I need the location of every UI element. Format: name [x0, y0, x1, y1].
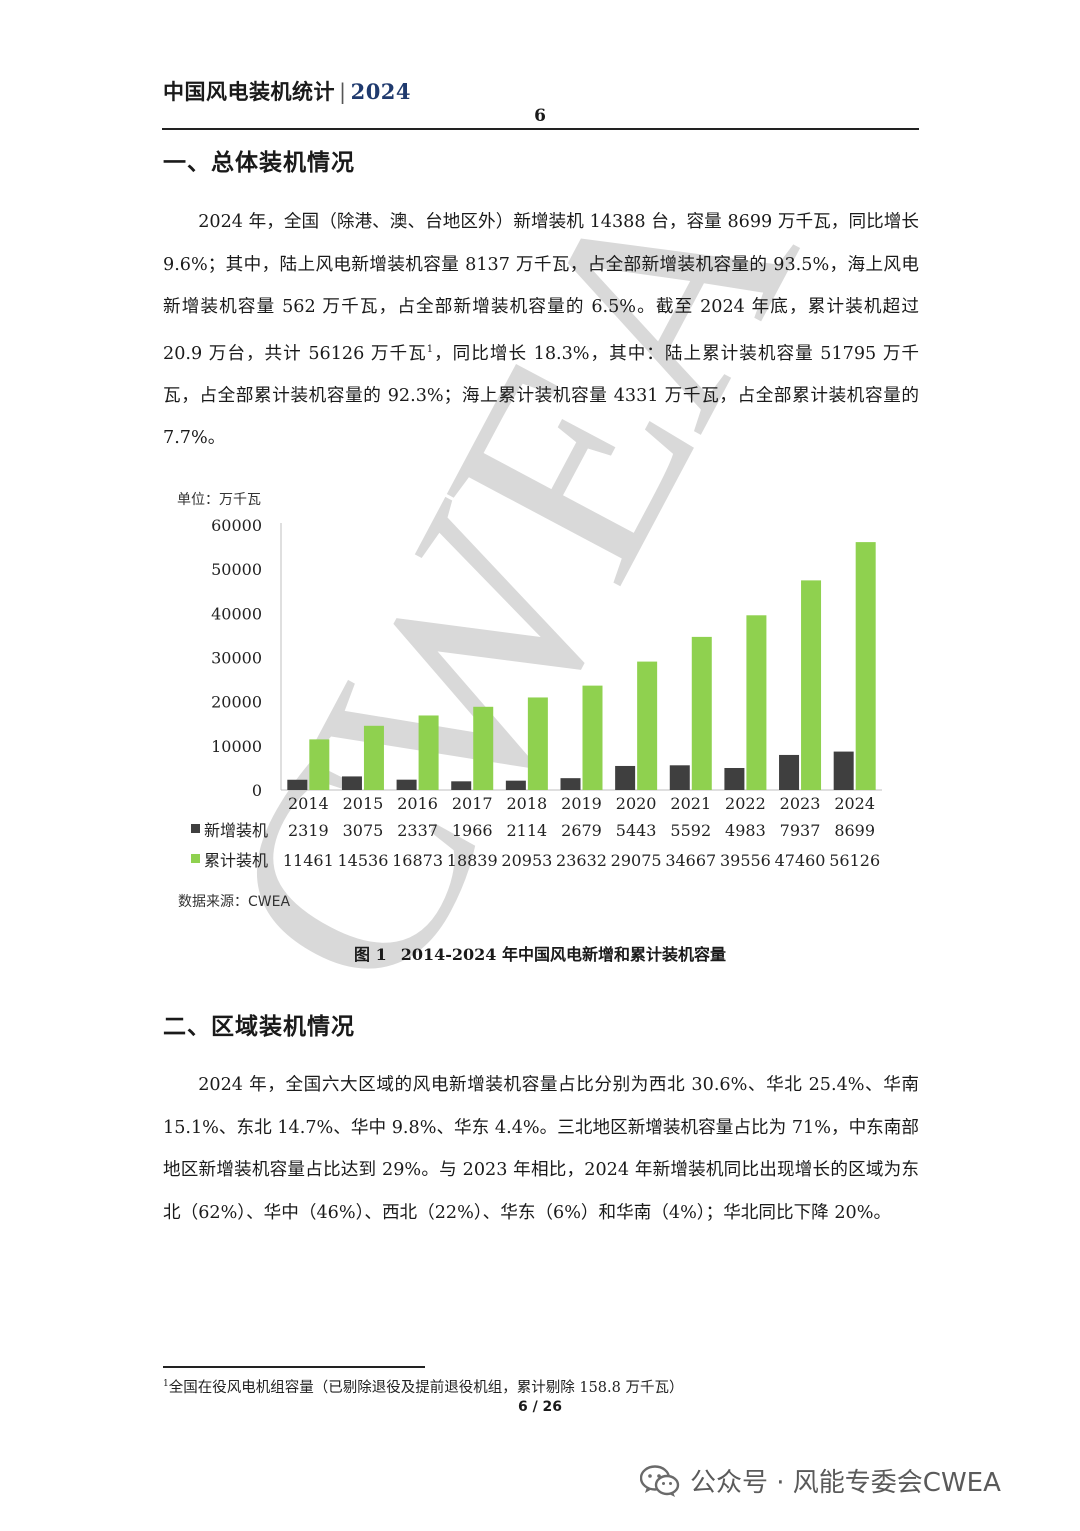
figure-source: 数据来源：CWEA	[178, 894, 291, 910]
wechat-banner[interactable]: 公众号 · 风能专委会CWEA	[640, 1462, 1001, 1499]
bar-cumulative	[801, 580, 822, 790]
section-heading-regional: 二、区域装机情况	[163, 1014, 355, 1040]
y-tick-label: 50000	[211, 560, 262, 579]
section1-paragraph: 2024 年，全国（除港、澳、台地区外）新增装机 14388 台，容量 8699…	[163, 201, 919, 460]
bar-new-installs	[779, 754, 800, 790]
section-heading-overall: 一、总体装机情况	[163, 150, 355, 176]
x-tick-label: 2023	[780, 794, 821, 813]
table-cell-cumulative: 11461	[283, 851, 334, 870]
y-tick-label: 20000	[211, 693, 262, 712]
y-tick-label: 30000	[211, 649, 262, 668]
table-cell-cumulative: 18839	[447, 851, 498, 870]
section1-text-part1: 2024 年，全国（除港、澳、台地区外）新增装机 14388 台，容量 8699…	[163, 212, 919, 364]
header-title-text: 中国风电装机统计	[163, 79, 335, 104]
installed-capacity-chart: 单位：万千瓦 0 10000 20000 30000 40000 50000 60000 201…	[160, 480, 920, 900]
x-tick-label: 2018	[507, 794, 548, 813]
table-cell-cumulative: 14536	[338, 851, 389, 870]
y-tick-label: 60000	[211, 516, 262, 535]
section2-paragraph: 2024 年，全国六大区域的风电新增装机容量占比分别为西北 30.6%、华北 2…	[163, 1064, 919, 1234]
bar-cumulative	[582, 685, 603, 790]
bar-cumulative	[637, 661, 658, 790]
section2-text: 2024 年，全国六大区域的风电新增装机容量占比分别为西北 30.6%、华北 2…	[163, 1075, 919, 1223]
document-header-title: 中国风电装机统计 | 2024	[163, 76, 411, 106]
bar-cumulative	[363, 725, 384, 790]
header-page-number: 6	[534, 106, 546, 126]
bar-cumulative	[418, 715, 439, 790]
bar-new-installs	[669, 765, 690, 790]
x-tick-label: 2016	[397, 794, 438, 813]
bar-new-installs	[505, 780, 526, 790]
table-cell-cumulative: 20953	[501, 851, 552, 870]
table-cell-new-installs: 2679	[561, 821, 602, 840]
legend-label-cumulative: 累计装机	[204, 851, 268, 870]
table-cell-cumulative: 23632	[556, 851, 607, 870]
footnote-divider	[163, 1366, 425, 1368]
table-cell-cumulative: 47460	[775, 851, 826, 870]
table-cell-new-installs: 1966	[452, 821, 493, 840]
header-year: 2024	[350, 79, 412, 104]
footnote-marker: 1	[163, 1379, 169, 1390]
table-cell-new-installs: 7937	[780, 821, 821, 840]
table-cell-cumulative: 29075	[611, 851, 662, 870]
table-cell-new-installs: 5592	[670, 821, 711, 840]
table-cell-new-installs: 5443	[616, 821, 657, 840]
legend-swatch-new-installs	[191, 824, 200, 833]
x-tick-label: 2020	[616, 794, 657, 813]
footnote-text: 全国在役风电机组容量（已剔除退役及提前退役机组，累计剔除 158.8 万千瓦）	[168, 1380, 684, 1396]
bar-cumulative	[527, 697, 548, 790]
x-tick-label: 2014	[288, 794, 329, 813]
chart-unit-label: 单位：万千瓦	[177, 492, 261, 508]
x-tick-label: 2022	[725, 794, 766, 813]
table-cell-cumulative: 16873	[392, 851, 443, 870]
y-tick-label: 10000	[211, 737, 262, 756]
table-cell-new-installs: 2114	[507, 821, 548, 840]
header-separator: |	[339, 80, 347, 104]
section1-text-part2: ，同比增长 18.3%，其中：陆上累计装机容量 51795 万千瓦，占全部累计装…	[163, 343, 920, 449]
bar-new-installs	[833, 751, 854, 790]
bar-new-installs	[615, 765, 636, 790]
x-tick-label: 2021	[670, 794, 711, 813]
chart-svg: 单位：万千瓦 0 10000 20000 30000 40000 50000 60000 201…	[177, 492, 882, 870]
page-indicator: 6 / 26	[517, 1399, 563, 1415]
figure-caption-number: 图 1	[354, 945, 387, 964]
bar-cumulative	[691, 636, 712, 790]
table-cell-new-installs: 4983	[725, 821, 766, 840]
x-tick-label: 2019	[561, 794, 602, 813]
table-cell-new-installs: 2337	[397, 821, 438, 840]
y-tick-label: 40000	[211, 604, 262, 623]
bar-cumulative	[309, 739, 330, 790]
legend-swatch-cumulative	[191, 854, 200, 863]
header-divider	[162, 128, 919, 130]
bar-new-installs	[396, 779, 417, 790]
table-cell-cumulative: 39556	[720, 851, 771, 870]
figure-caption: 图 1 2014-2024 年中国风电新增和累计装机容量	[0, 941, 1080, 965]
footnote: 1全国在役风电机组容量（已剔除退役及提前退役机组，累计剔除 158.8 万千瓦）	[163, 1376, 683, 1397]
footnote-reference[interactable]: 1	[426, 343, 434, 355]
bar-cumulative	[746, 615, 767, 790]
legend-label-new-installs: 新增装机	[204, 821, 268, 840]
bar-cumulative	[855, 542, 876, 790]
x-tick-label: 2015	[343, 794, 384, 813]
bar-new-installs	[287, 779, 308, 790]
y-tick-label: 0	[252, 781, 262, 800]
table-cell-cumulative: 34667	[665, 851, 716, 870]
wechat-icon	[640, 1464, 680, 1497]
bar-new-installs	[341, 776, 362, 790]
bar-new-installs	[724, 767, 745, 790]
bar-new-installs	[560, 778, 581, 790]
x-tick-label: 2017	[452, 794, 493, 813]
table-cell-cumulative: 56126	[829, 851, 880, 870]
wechat-account-text: 公众号 · 风能专委会CWEA	[690, 1468, 1001, 1498]
bar-cumulative	[473, 706, 494, 790]
table-cell-new-installs: 8699	[834, 821, 875, 840]
table-cell-new-installs: 2319	[288, 821, 329, 840]
x-tick-label: 2024	[834, 794, 875, 813]
bar-new-installs	[451, 781, 472, 790]
figure-caption-text: 2014-2024 年中国风电新增和累计装机容量	[400, 945, 726, 964]
table-cell-new-installs: 3075	[343, 821, 384, 840]
